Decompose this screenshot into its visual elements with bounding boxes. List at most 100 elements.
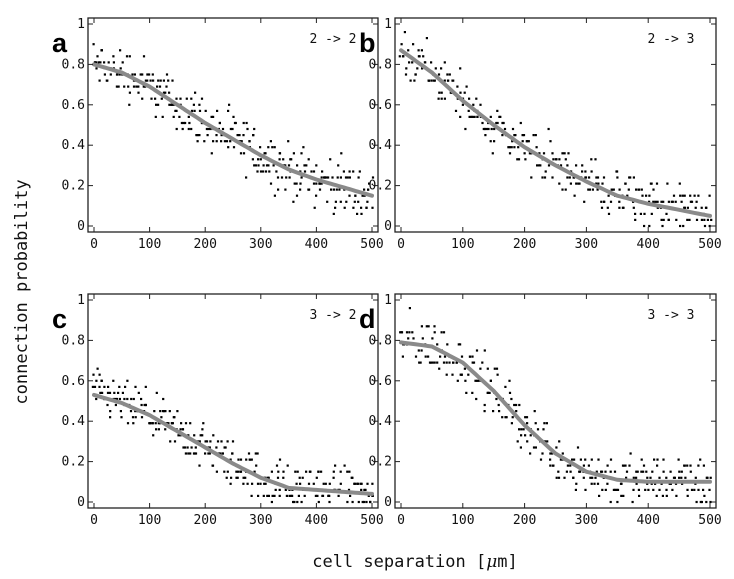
data-point: [140, 403, 143, 407]
data-point: [430, 79, 433, 82]
fit-curve: [92, 392, 374, 496]
data-point: [446, 73, 449, 76]
data-point: [708, 224, 711, 228]
data-point: [667, 200, 670, 203]
data-point: [231, 452, 234, 455]
data-point: [106, 391, 110, 394]
data-point: [607, 212, 611, 215]
data-point: [200, 97, 204, 100]
data-point: [551, 452, 554, 455]
data-point: [411, 61, 414, 64]
data-point: [298, 476, 301, 479]
data-point: [517, 158, 521, 161]
data-point: [689, 470, 692, 473]
data-point: [185, 97, 188, 100]
data-point: [433, 325, 436, 328]
data-point: [201, 428, 204, 431]
data-point: [317, 470, 320, 473]
x-tick-label: 100: [138, 513, 161, 528]
data-point: [697, 194, 700, 197]
data-point: [305, 164, 308, 167]
data-point: [256, 170, 259, 173]
data-point: [413, 79, 416, 82]
data-point: [144, 85, 147, 88]
data-point: [468, 97, 471, 100]
data-point: [588, 188, 591, 191]
data-point: [119, 410, 122, 413]
data-point: [590, 170, 593, 173]
data-point: [175, 127, 178, 131]
data-point: [706, 476, 709, 479]
data-point: [118, 397, 121, 401]
data-point: [431, 361, 434, 364]
data-point: [635, 482, 638, 485]
data-point: [658, 488, 661, 491]
data-point: [476, 379, 479, 382]
data-point: [106, 79, 109, 82]
data-point: [172, 115, 175, 118]
data-point: [433, 331, 436, 334]
data-point: [360, 212, 363, 215]
panel-letter: a: [52, 28, 68, 58]
data-point: [282, 470, 285, 473]
data-point: [266, 494, 269, 497]
data-point: [239, 458, 243, 461]
data-point: [134, 416, 137, 419]
data-point: [232, 146, 236, 149]
data-point: [231, 440, 235, 443]
data-point: [464, 127, 467, 131]
data-point: [520, 434, 523, 437]
data-point: [154, 422, 157, 425]
panel-transition-label: 3 -> 2: [310, 308, 357, 323]
data-point: [96, 55, 99, 58]
data-point: [359, 482, 362, 485]
data-point: [300, 176, 303, 179]
plot-frame: [394, 17, 717, 233]
data-point: [642, 464, 646, 467]
x-axis-label-prefix: cell separation [: [312, 552, 486, 572]
data-point: [708, 194, 711, 197]
data-point: [365, 206, 368, 209]
data-point: [274, 488, 277, 491]
data-point: [669, 482, 672, 485]
data-point: [680, 476, 683, 479]
data-point: [537, 164, 541, 167]
data-point: [361, 500, 364, 504]
data-point: [524, 434, 527, 437]
data-point: [590, 482, 593, 485]
data-point: [511, 140, 514, 143]
data-point: [242, 121, 245, 125]
data-point: [308, 470, 311, 473]
data-point: [98, 385, 101, 388]
data-point: [694, 476, 697, 479]
data-point: [564, 188, 567, 191]
data-point: [420, 325, 423, 328]
data-point: [179, 428, 182, 431]
data-point: [518, 428, 521, 431]
data-point: [116, 73, 119, 76]
data-point: [421, 67, 424, 70]
data-point: [573, 194, 576, 197]
data-point: [629, 452, 632, 455]
data-point: [597, 182, 600, 185]
data-point: [175, 109, 178, 112]
data-point: [468, 115, 471, 118]
data-point: [127, 85, 130, 88]
data-point: [534, 134, 537, 137]
data-point: [616, 170, 619, 173]
data-point: [624, 182, 627, 185]
data-point: [256, 452, 259, 455]
data-point: [614, 488, 617, 491]
data-point: [601, 182, 604, 185]
data-point: [541, 452, 544, 455]
y-tick-label: 0.4: [369, 414, 393, 429]
data-point: [343, 464, 346, 467]
data-point: [167, 422, 170, 425]
y-tick-label: 0.6: [62, 374, 85, 389]
data-point: [525, 416, 529, 419]
data-point: [635, 476, 638, 479]
data-point: [409, 79, 412, 82]
data-point: [451, 373, 454, 376]
data-point: [499, 115, 502, 118]
data-point: [168, 410, 171, 413]
